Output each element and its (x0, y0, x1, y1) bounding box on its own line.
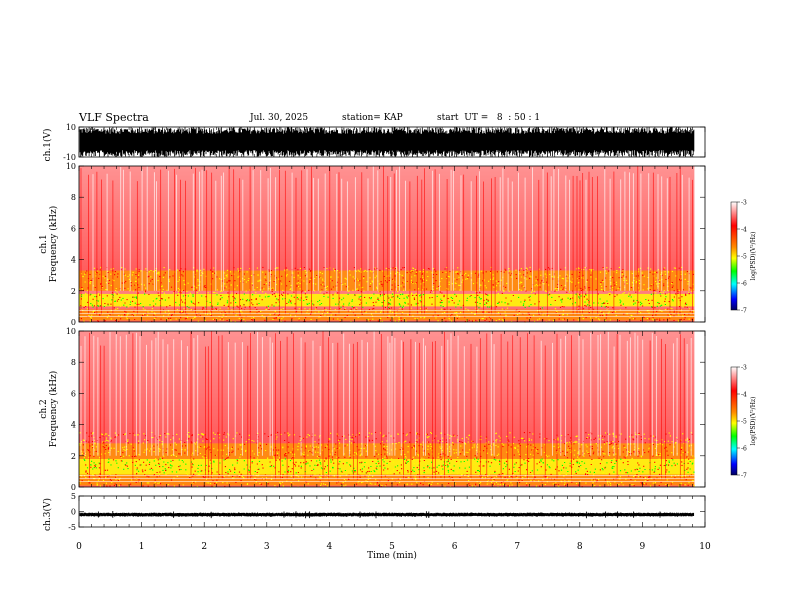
x-tick-label: 4 (327, 542, 333, 552)
y-tick-label: 2 (71, 287, 76, 296)
colorbar-tick-label: -7 (741, 308, 747, 315)
ch2-ylabel-line: Frequency (kHz) (48, 371, 59, 448)
ch1-ylabel-line: ch.1 (39, 234, 49, 253)
ch2-band (79, 331, 695, 444)
x-tick-label: 2 (201, 542, 207, 552)
colorbar-tick-label: -3 (741, 365, 747, 372)
y-tick-label: 2 (71, 452, 76, 461)
ch1-band (79, 309, 695, 321)
ch2-colorbar (730, 366, 738, 476)
ch1-band (79, 166, 695, 271)
y-tick-label: 10 (66, 123, 76, 132)
ch1-colorbar (730, 201, 738, 311)
x-tick-label: 8 (577, 542, 583, 552)
ch1-band (79, 293, 695, 307)
ch3-ylabel: ch.3(V) (42, 498, 53, 531)
colorbar-tick-label: -4 (741, 227, 747, 234)
ch2-band (79, 458, 695, 475)
ch2-colorbar-label: log(PSD)(V²/Hz) (750, 397, 757, 446)
x-tick-label: 3 (264, 542, 270, 552)
x-tick-label: 1 (139, 542, 145, 552)
y-tick-label: 8 (71, 358, 76, 367)
x-tick-label: 5 (389, 542, 395, 552)
svg-text:log(PSD)(V²/Hz): log(PSD)(V²/Hz) (750, 397, 757, 446)
ch3-waveform-trace (79, 511, 695, 519)
y-tick-label: -5 (68, 523, 76, 532)
ch2-band (79, 474, 695, 486)
y-tick-label: 5 (71, 492, 76, 501)
y-tick-label: 4 (71, 421, 76, 430)
colorbar-tick-label: -6 (741, 281, 747, 288)
y-tick-label: 10 (66, 162, 76, 171)
x-axis-title: Time (min) (367, 550, 417, 561)
ch1-waveform-trace (79, 127, 695, 157)
ch2-ylabel-line: ch.2 (39, 399, 49, 418)
y-tick-label: 8 (71, 193, 76, 202)
chart-title: VLF Spectra (79, 111, 149, 124)
x-tick-label: 0 (76, 542, 82, 552)
colorbar-tick-label: -4 (741, 392, 747, 399)
ch1-spectrogram-image (79, 166, 695, 323)
y-tick-label: 6 (71, 389, 76, 398)
ch1-ylabel-line: ch.1(V) (42, 129, 53, 162)
y-tick-label: 4 (71, 256, 76, 265)
ch2-spectrogram-image (79, 331, 696, 488)
x-tick-label: 9 (640, 542, 646, 552)
x-tick-label: 7 (514, 542, 520, 552)
y-tick-label: -10 (63, 153, 76, 162)
start-time-label: start UT = 8 : 50 : 1 (437, 113, 541, 123)
y-tick-label: 6 (71, 224, 76, 233)
ch1-ylabel-line: Frequency (kHz) (48, 206, 59, 283)
station-label: station= KAP (342, 113, 403, 123)
y-tick-label: 0 (71, 483, 76, 492)
x-tick-label: 10 (699, 542, 711, 552)
ch2-ylabel: ch.2 Frequency (kHz) (39, 371, 59, 448)
y-tick-label: 0 (71, 508, 76, 517)
ch1-ylabel: ch.1(V) (42, 129, 53, 162)
colorbar-tick-label: -5 (741, 419, 747, 426)
y-tick-label: 0 (71, 318, 76, 327)
ch3-ylabel-line: ch.3(V) (42, 498, 53, 531)
colorbar-tick-label: -7 (741, 473, 747, 480)
colorbar-tick-label: -3 (741, 200, 747, 207)
x-tick-label: 6 (452, 542, 458, 552)
colorbar-tick-label: -6 (741, 446, 747, 453)
y-tick-label: 10 (66, 327, 76, 336)
ch1-colorbar-label: log(PSD)(V²/Hz) (750, 232, 757, 281)
svg-text:log(PSD)(V²/Hz): log(PSD)(V²/Hz) (750, 232, 757, 281)
date-label: Jul. 30, 2025 (250, 113, 309, 123)
ch1-ylabel: ch.1 Frequency (kHz) (39, 206, 59, 283)
colorbar-tick-label: -5 (741, 254, 747, 261)
